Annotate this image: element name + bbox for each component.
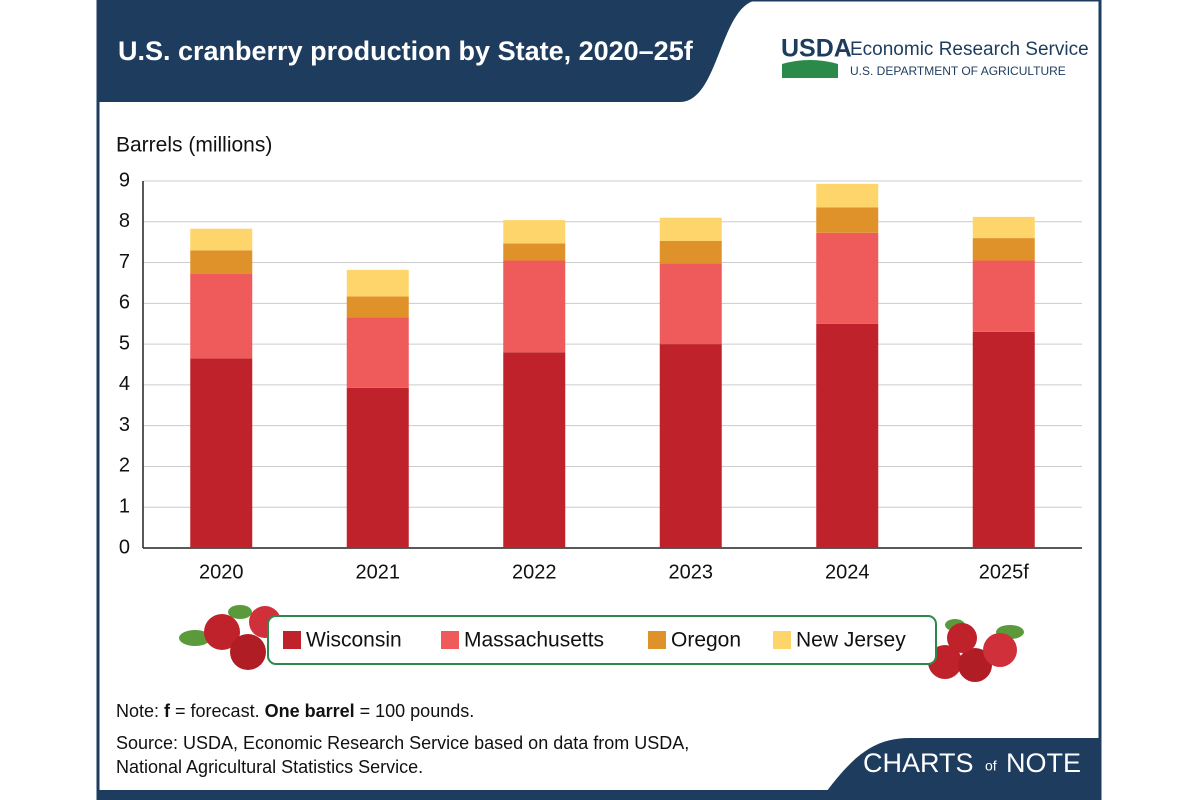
bar-segment <box>190 273 253 359</box>
x-tick-label: 2021 <box>356 561 401 583</box>
x-tick-label: 2022 <box>512 561 557 583</box>
legend-swatch <box>773 631 791 649</box>
bar-segment <box>972 238 1035 261</box>
x-tick-label: 2024 <box>825 561 870 583</box>
y-tick-label: 2 <box>119 455 130 477</box>
note-part: f <box>164 701 171 721</box>
legend-swatch <box>283 631 301 649</box>
header-band <box>98 0 760 102</box>
usda-swoosh <box>782 60 838 78</box>
x-tick-label: 2023 <box>669 561 714 583</box>
bar-segment <box>346 269 409 297</box>
legend-swatch <box>648 631 666 649</box>
chart-title: U.S. cranberry production by State, 2020… <box>118 36 694 66</box>
bar-segment <box>346 296 409 318</box>
bar-segment <box>816 323 879 548</box>
bar-segment <box>659 240 722 264</box>
bar-segment <box>503 243 566 261</box>
bar-segment <box>972 260 1035 332</box>
bar-segment <box>972 331 1035 548</box>
bar-segment <box>346 387 409 548</box>
note-part: = forecast. <box>170 701 265 721</box>
legend-swatch <box>441 631 459 649</box>
source: Source: USDA, Economic Research Service … <box>116 733 689 753</box>
usda-logo: USDA <box>781 35 852 63</box>
bar-segment <box>503 260 566 353</box>
bar-segment <box>659 217 722 241</box>
y-tick-label: 8 <box>119 210 130 232</box>
cranberries-left <box>179 605 281 670</box>
agency: Economic Research Service <box>850 39 1089 60</box>
bar-segment <box>346 317 409 388</box>
bar-segment <box>190 228 253 251</box>
bar-segment <box>972 216 1035 239</box>
bar-segment <box>190 250 253 274</box>
legend-label: New Jersey <box>796 629 906 652</box>
y-tick-label: 0 <box>119 536 130 558</box>
source: National Agricultural Statistics Service… <box>116 757 423 777</box>
bar-segment <box>816 207 879 233</box>
brand-charts: CHARTS <box>863 748 974 778</box>
bar-segment <box>816 232 879 324</box>
y-tick-label: 4 <box>119 373 130 395</box>
bar-segment <box>503 220 566 244</box>
bar-segment <box>190 358 253 548</box>
y-tick-label: 3 <box>119 414 130 436</box>
y-axis-label: Barrels (millions) <box>116 134 272 157</box>
y-tick-label: 1 <box>119 496 130 518</box>
legend-label: Oregon <box>671 629 741 652</box>
y-tick-label: 6 <box>119 292 130 314</box>
cranberries-right <box>928 619 1024 682</box>
legend-label: Massachusetts <box>464 629 604 652</box>
department: U.S. DEPARTMENT OF AGRICULTURE <box>850 64 1066 78</box>
x-tick-label: 2025f <box>979 561 1029 583</box>
note-part: = 100 pounds. <box>355 701 475 721</box>
legend-label: Wisconsin <box>306 629 402 652</box>
bar-segment <box>659 344 722 548</box>
brand-note: NOTE <box>1006 748 1081 778</box>
brand-of: of <box>985 758 997 774</box>
note-part: One barrel <box>265 701 355 721</box>
bar-segment <box>659 263 722 345</box>
bar-segment <box>816 183 879 208</box>
y-tick-label: 9 <box>119 169 130 191</box>
y-tick-label: 7 <box>119 251 130 273</box>
x-tick-label: 2020 <box>199 561 244 583</box>
bar-segment <box>503 352 566 548</box>
y-tick-label: 5 <box>119 332 130 354</box>
note: Note: f = forecast. One barrel = 100 pou… <box>116 701 474 721</box>
note-part: Note: <box>116 701 164 721</box>
legend-box <box>267 615 937 665</box>
footer-band <box>98 790 1100 800</box>
footer-corner <box>820 738 1100 800</box>
